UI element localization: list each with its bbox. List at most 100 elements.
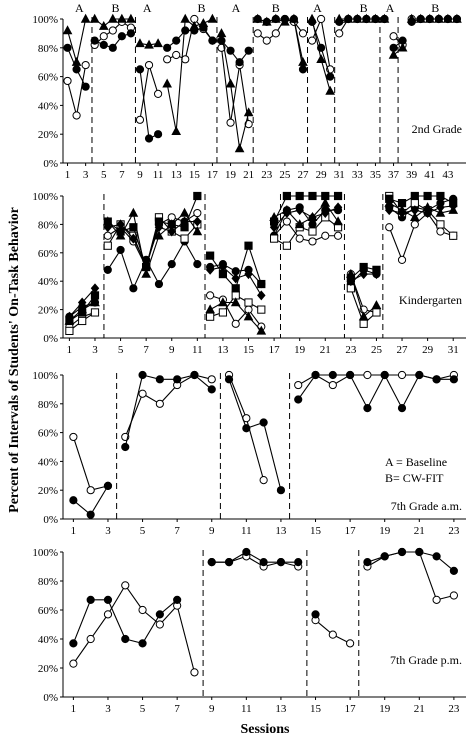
data-point-filled-circle [244, 46, 253, 55]
data-point-filled-triangle [320, 197, 331, 207]
legend-baseline: A = Baseline [385, 455, 447, 469]
y-tick-label: 20% [38, 129, 58, 141]
y-tick-label: 100% [32, 370, 58, 382]
x-tick-label: 27 [297, 169, 309, 181]
x-tick-label: 13 [171, 169, 183, 181]
data-point-filled-circle [207, 558, 216, 567]
data-point-filled-diamond [269, 222, 279, 233]
panel-7th-grade-p-m: 0%20%40%60%80%100%1 3 5 7 9 11 13 15 17 19 21 237th… [32, 547, 466, 715]
series-line [367, 551, 455, 572]
data-point-filled-circle [397, 404, 407, 413]
x-tick-label: 15 [310, 703, 322, 715]
data-point-filled-circle [63, 43, 72, 52]
data-point-open-square [308, 227, 317, 236]
data-point-filled-circle [116, 245, 125, 255]
data-point-filled-circle [126, 29, 136, 38]
data-point-filled-circle [311, 610, 320, 619]
phase-label: A [75, 1, 84, 15]
data-point-filled-circle [397, 547, 407, 557]
x-axis-title: Sessions [240, 722, 290, 737]
data-point-filled-circle [449, 375, 458, 384]
data-point-filled-square [423, 191, 432, 201]
data-point-filled-triangle [443, 13, 453, 23]
data-point-filled-square [257, 279, 266, 289]
data-point-filled-circle [121, 634, 130, 644]
phase-label: A [143, 1, 152, 15]
data-point-filled-triangle [207, 13, 218, 23]
data-point-open-circle [308, 237, 317, 246]
x-tick-label: 9 [209, 703, 215, 715]
data-point-filled-diamond [436, 202, 445, 213]
data-point-open-square [269, 234, 279, 243]
data-point-open-circle [244, 120, 253, 129]
x-tick-label: 3 [92, 344, 98, 356]
data-point-open-square [90, 308, 100, 317]
data-point-filled-diamond [423, 208, 432, 219]
data-point-open-circle [295, 234, 304, 243]
data-point-filled-triangle [98, 20, 109, 30]
data-point-filled-triangle [128, 207, 139, 217]
legend-cw-fit: B= CW-FIT [385, 471, 444, 485]
x-tick-label: 17 [269, 344, 281, 356]
x-tick-label: 7 [174, 525, 180, 537]
data-point-open-square [372, 308, 381, 317]
data-point-open-circle [190, 668, 199, 677]
data-point-filled-triangle [289, 13, 299, 23]
data-point-filled-triangle [307, 13, 317, 23]
data-point-filled-diamond [77, 297, 87, 308]
phase-label: B [431, 1, 439, 15]
y-tick-label: 60% [38, 72, 58, 84]
data-point-filled-circle [259, 558, 268, 567]
panel-7th-grade-a-m: 0%20%40%60%80%100%1 3 5 7 9 11 13 15 17 19 21 237th… [32, 370, 466, 537]
data-point-filled-circle [81, 82, 90, 91]
series-filled-diamond [65, 200, 458, 322]
x-tick-label: 13 [275, 703, 287, 715]
x-tick-label: 33 [352, 169, 364, 181]
series-filled-circle [69, 547, 458, 648]
data-point-open-circle [333, 231, 343, 240]
data-point-filled-circle [173, 595, 182, 604]
data-point-open-square [180, 234, 189, 243]
data-point-filled-circle [90, 36, 99, 45]
series-line [107, 240, 198, 290]
x-tick-label: 5 [118, 344, 124, 356]
data-point-open-circle [397, 370, 407, 380]
y-tick-label: 60% [38, 428, 58, 440]
x-tick-label: 23 [448, 703, 460, 715]
data-point-filled-diamond [448, 200, 458, 211]
data-point-filled-circle [346, 370, 355, 380]
data-point-filled-triangle [334, 13, 345, 23]
data-point-filled-circle [415, 547, 424, 557]
series-line [72, 584, 195, 673]
data-point-open-circle [99, 32, 108, 41]
y-tick-label: 40% [38, 634, 58, 646]
data-point-filled-triangle [270, 13, 281, 23]
x-tick-label: 21 [320, 344, 331, 356]
data-point-filled-circle [449, 566, 458, 575]
y-tick-label: 20% [38, 485, 58, 497]
data-point-filled-triangle [379, 13, 390, 23]
data-point-filled-triangle [135, 38, 145, 48]
y-tick-label: 40% [38, 100, 58, 112]
data-point-filled-circle [217, 36, 226, 45]
data-point-open-circle [262, 36, 271, 45]
data-point-filled-circle [276, 558, 286, 567]
data-point-filled-diamond [346, 276, 356, 287]
data-point-filled-triangle [141, 268, 151, 278]
panel-label: 2nd Grade [412, 122, 462, 136]
data-point-filled-triangle [107, 13, 118, 23]
data-point-filled-circle [103, 265, 112, 274]
series-line [124, 374, 213, 448]
data-point-filled-circle [328, 370, 337, 380]
data-point-open-circle [226, 118, 235, 127]
data-point-open-circle [298, 29, 308, 38]
data-point-filled-triangle [153, 38, 163, 48]
data-point-filled-triangle [230, 297, 241, 307]
y-tick-label: 80% [38, 219, 58, 231]
data-point-filled-circle [155, 610, 164, 619]
data-point-filled-triangle [144, 39, 154, 49]
panel-2nd-grade: 0%20%40%60%80%100%1 3 5 7 9 11 13 15 17 19 21 23 25 2… [32, 1, 466, 181]
data-point-open-circle [253, 29, 262, 38]
data-point-filled-circle [72, 65, 81, 74]
series-line [297, 373, 454, 410]
